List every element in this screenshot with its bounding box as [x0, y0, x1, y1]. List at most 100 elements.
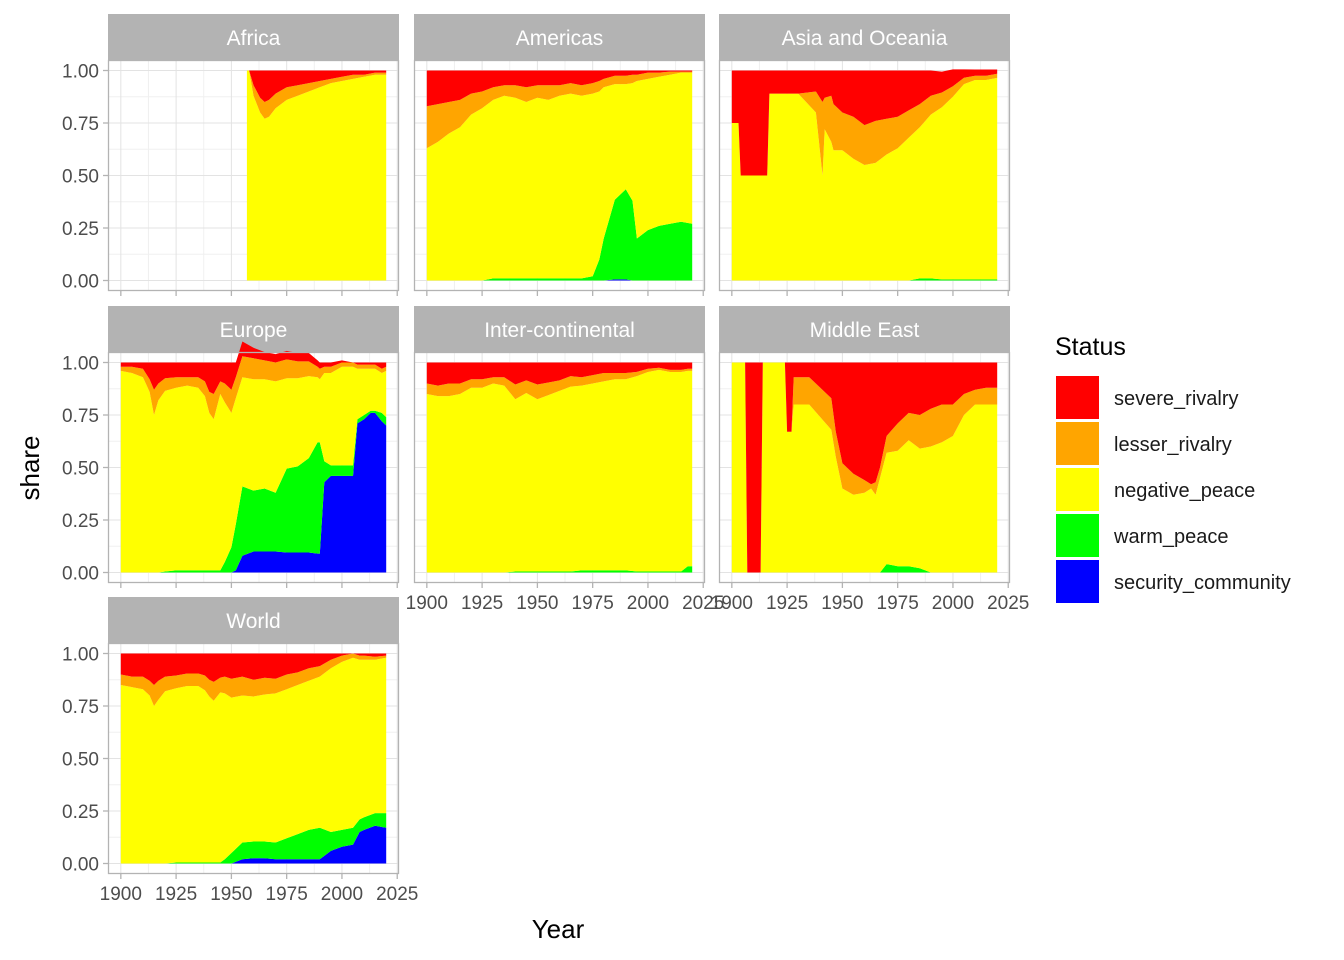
y-tick-label: 1.00: [62, 645, 99, 666]
area-africa-lesser-rivalry: [246, 70, 387, 119]
legend-title: Status: [1055, 333, 1126, 361]
panel-border: [718, 59, 1011, 292]
x-tick-label: 1925: [461, 593, 503, 614]
area-asia-and-oceania-warm-peace: [731, 278, 998, 281]
panel-strip-label: Europe: [220, 319, 288, 342]
area-inter-continental-lesser-rivalry: [426, 367, 693, 400]
panel-border: [718, 351, 1011, 584]
area-europe-negative-peace: [120, 366, 387, 573]
panel-strip-label: Africa: [227, 27, 281, 50]
panel-europe: Europe: [107, 306, 400, 584]
panel-world: World: [107, 597, 400, 875]
legend-key-security-community: [1056, 560, 1099, 603]
area-europe-warm-peace: [120, 410, 387, 573]
area-inter-continental-warm-peace: [426, 566, 693, 573]
panel-areas: [120, 653, 387, 864]
area-asia-and-oceania-lesser-rivalry: [731, 73, 998, 176]
panel-asia-and-oceania: Asia and Oceania: [718, 14, 1011, 292]
panel-africa: Africa: [107, 14, 400, 292]
y-tick-label: 0.25: [62, 219, 99, 240]
y-axis-title: share: [15, 435, 45, 500]
x-tick-label: 2000: [321, 884, 363, 905]
panel-strip: [719, 14, 1010, 60]
legend-label: security_community: [1114, 572, 1291, 594]
y-tick-label: 0.00: [62, 564, 99, 585]
panel-strip: [719, 306, 1010, 352]
facet-panels: Africa Americas Asia and Oceania Europe Inte…: [107, 14, 1011, 875]
y-tick-label: 0.00: [62, 272, 99, 293]
panel-areas: [731, 362, 998, 573]
area-world-lesser-rivalry: [120, 653, 387, 706]
y-tick-label: 0.50: [62, 459, 99, 480]
y-axes: 0.00 0.25 0.50 0.75 1.00 0.00 0.25 0.50 0.75 1.00…: [62, 62, 108, 876]
panel-border: [107, 642, 400, 875]
y-tick-label: 0.25: [62, 802, 99, 823]
panel-strip: [108, 597, 399, 643]
panel-areas: [120, 341, 387, 573]
x-tick-label: 2000: [627, 593, 669, 614]
x-tick-label: 1900: [100, 884, 142, 905]
x-tick-label: 1975: [266, 884, 308, 905]
legend: Status severe_rivalry lesser_rivalrynegat…: [1055, 333, 1291, 603]
area-middle-east-negative-peace: [731, 362, 998, 573]
panel-areas: [731, 69, 998, 281]
area-middle-east-lesser-rivalry: [731, 362, 998, 573]
legend-key-negative-peace: [1056, 468, 1099, 511]
x-tick-label: 1950: [516, 593, 558, 614]
x-tick-label: 1975: [877, 593, 919, 614]
panel-middle-east: Middle East: [718, 306, 1011, 584]
panel-strip: [414, 306, 705, 352]
area-americas-negative-peace: [426, 72, 693, 281]
y-tick-label: 1.00: [62, 62, 99, 83]
legend-label: negative_peace: [1114, 480, 1255, 502]
area-asia-and-oceania-negative-peace: [731, 77, 998, 281]
area-inter-continental-severe-rivalry: [426, 362, 693, 386]
y-tick-label: 0.75: [62, 406, 99, 427]
panel-strip: [108, 14, 399, 60]
area-americas-lesser-rivalry: [426, 71, 693, 149]
panel-areas: [426, 362, 693, 573]
area-world-security-community: [120, 825, 387, 864]
x-tick-label: 1950: [210, 884, 252, 905]
x-tick-label: 1900: [406, 593, 448, 614]
y-tick-label: 0.75: [62, 114, 99, 135]
area-asia-and-oceania-severe-rivalry: [731, 69, 998, 176]
x-tick-label: 1925: [766, 593, 808, 614]
x-tick-label: 2025: [376, 884, 418, 905]
panel-strip-label: Inter-continental: [484, 319, 635, 342]
x-axis-title: Year: [532, 914, 585, 944]
panel-border: [413, 59, 706, 292]
x-tick-label: 1975: [572, 593, 614, 614]
y-tick-label: 0.00: [62, 855, 99, 876]
legend-label: warm_peace: [1113, 526, 1229, 548]
x-tick-label: 2025: [682, 593, 724, 614]
area-europe-lesser-rivalry: [120, 356, 387, 420]
area-world-severe-rivalry: [120, 653, 387, 685]
panel-border: [413, 351, 706, 584]
legend-key-severe-rivalry: [1056, 376, 1099, 419]
legend-label: severe_rivalry: [1114, 388, 1238, 410]
panel-areas: [426, 70, 693, 281]
y-tick-label: 0.75: [62, 697, 99, 718]
panel-areas: [246, 70, 387, 281]
area-world-warm-peace: [120, 813, 387, 864]
panel-strip-label: Asia and Oceania: [782, 27, 948, 50]
area-americas-severe-rivalry: [426, 70, 693, 107]
x-tick-label: 1900: [711, 593, 753, 614]
legend-key-warm-peace: [1056, 514, 1099, 557]
panel-border: [107, 351, 400, 584]
panel-strip: [108, 306, 399, 352]
y-tick-label: 1.00: [62, 354, 99, 375]
area-inter-continental-negative-peace: [426, 369, 693, 573]
panel-strip: [414, 14, 705, 60]
panel-americas: Americas: [413, 14, 706, 292]
panel-strip-label: Middle East: [810, 319, 920, 342]
x-tick-label: 1950: [821, 593, 863, 614]
area-middle-east-severe-rivalry: [731, 362, 998, 573]
y-tick-label: 0.25: [62, 511, 99, 532]
panel-border: [107, 59, 400, 292]
area-africa-negative-peace: [246, 70, 387, 281]
area-americas-security-community: [426, 279, 693, 281]
